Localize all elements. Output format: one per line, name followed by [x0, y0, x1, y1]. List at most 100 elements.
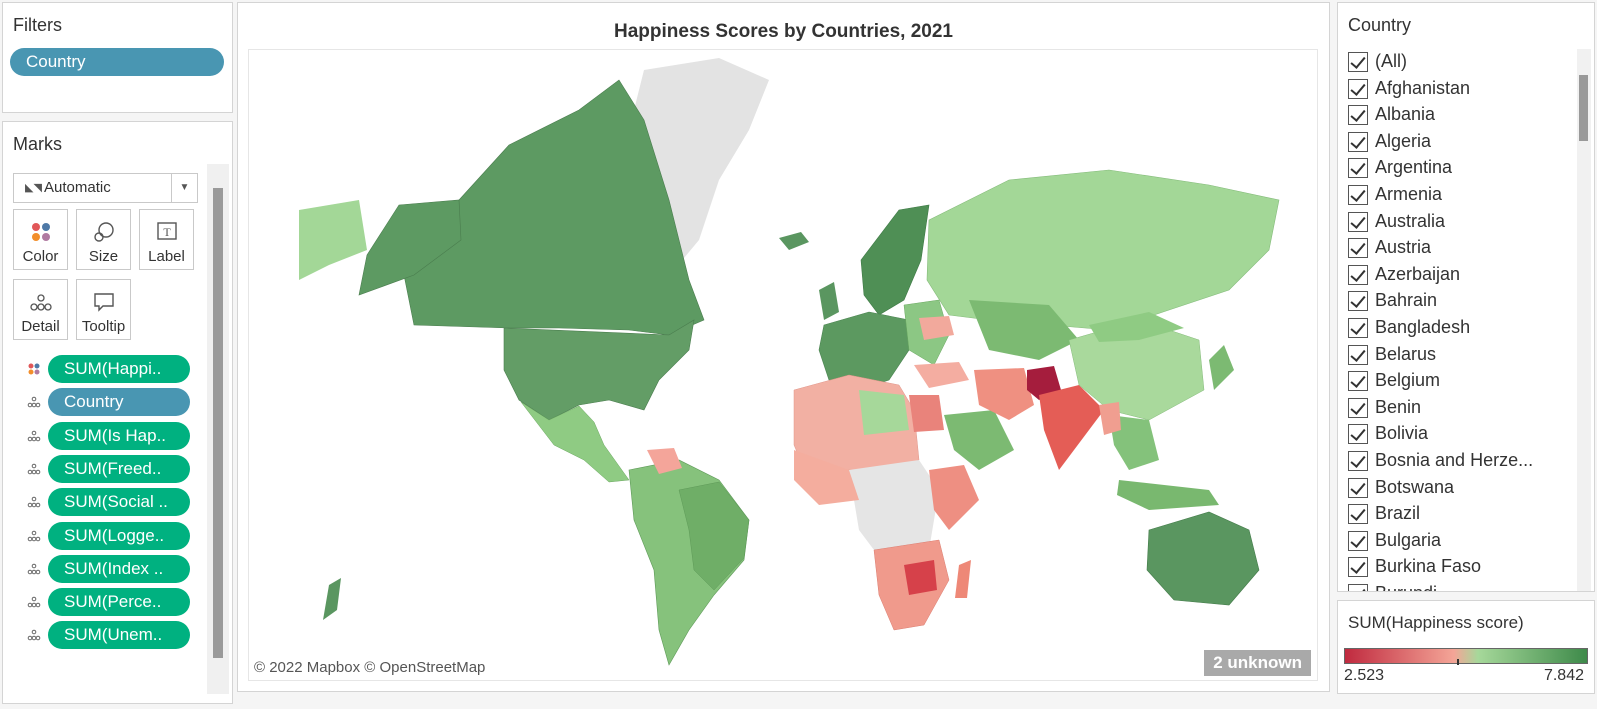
country-checkbox-item[interactable]: Australia	[1344, 209, 1540, 236]
country-checkbox-item[interactable]: Argentina	[1344, 155, 1540, 182]
world-map-svg[interactable]	[249, 50, 1318, 681]
country-checkbox-item[interactable]: Belarus	[1344, 342, 1540, 369]
marks-field-row[interactable]: SUM(Index ..	[13, 554, 193, 584]
country-checkbox-item[interactable]: Algeria	[1344, 129, 1540, 156]
country-checkbox-item[interactable]: (All)	[1344, 49, 1540, 76]
marks-field-pill[interactable]: Country	[48, 388, 190, 417]
marks-field-pill[interactable]: SUM(Perce..	[48, 588, 190, 617]
checkbox-checked-icon[interactable]	[1348, 424, 1368, 445]
checkbox-checked-icon[interactable]	[1348, 78, 1368, 99]
marks-field-pill[interactable]: SUM(Freed..	[48, 454, 190, 483]
iran-region[interactable]	[974, 368, 1034, 420]
japan-region[interactable]	[1209, 345, 1234, 390]
checkbox-checked-icon[interactable]	[1348, 184, 1368, 205]
mongolia-region[interactable]	[1089, 312, 1184, 342]
southeast-asia-region[interactable]	[1109, 415, 1159, 470]
country-checkbox-item[interactable]: Botswana	[1344, 475, 1540, 502]
brazil-region[interactable]	[678, 481, 750, 591]
detail-button[interactable]: Detail	[13, 279, 68, 340]
marks-field-row[interactable]: SUM(Perce..	[13, 587, 193, 617]
india-region[interactable]	[1039, 385, 1104, 470]
country-checkbox-item[interactable]: Benin	[1344, 395, 1540, 422]
tooltip-button[interactable]: Tooltip	[76, 279, 131, 340]
marks-field-row[interactable]: SUM(Social ..	[13, 487, 193, 517]
country-checkbox-item[interactable]: Bulgaria	[1344, 528, 1540, 555]
checkbox-checked-icon[interactable]	[1348, 557, 1368, 578]
checkbox-checked-icon[interactable]	[1348, 583, 1368, 591]
chevron-down-icon[interactable]: ▼	[171, 174, 197, 202]
country-checkbox-item[interactable]: Austria	[1344, 235, 1540, 262]
checkbox-checked-icon[interactable]	[1348, 397, 1368, 418]
mark-type-dropdown[interactable]: ◣◥ Automatic ▼	[13, 173, 198, 203]
country-checkbox-item[interactable]: Bosnia and Herze...	[1344, 448, 1540, 475]
marks-field-pill[interactable]: SUM(Unem..	[48, 621, 190, 650]
checkbox-checked-icon[interactable]	[1348, 530, 1368, 551]
checkbox-checked-icon[interactable]	[1348, 211, 1368, 232]
libya-region[interactable]	[859, 390, 909, 435]
country-checkbox-item[interactable]: Brazil	[1344, 501, 1540, 528]
country-checkbox-item[interactable]: Azerbaijan	[1344, 262, 1540, 289]
marks-field-row[interactable]: Country	[13, 387, 193, 417]
turkey-region[interactable]	[914, 362, 969, 388]
country-list-scrollbar-thumb[interactable]	[1579, 75, 1588, 141]
country-checkbox-item[interactable]: Albania	[1344, 102, 1540, 129]
unknown-indicator[interactable]: 2 unknown	[1204, 650, 1311, 676]
kazakhstan-region[interactable]	[969, 300, 1079, 360]
country-checkbox-item[interactable]: Armenia	[1344, 182, 1540, 209]
country-filter-pill[interactable]: Country	[10, 48, 224, 76]
venezuela-region[interactable]	[647, 448, 682, 474]
marks-field-pill[interactable]: SUM(Happi..	[48, 355, 190, 383]
central-africa-region[interactable]	[849, 460, 939, 570]
checkbox-checked-icon[interactable]	[1348, 504, 1368, 525]
checkbox-checked-icon[interactable]	[1348, 131, 1368, 152]
iceland-region[interactable]	[779, 232, 809, 250]
checkbox-checked-icon[interactable]	[1348, 477, 1368, 498]
color-button[interactable]: Color	[13, 209, 68, 270]
marks-field-row[interactable]: SUM(Logge..	[13, 521, 193, 551]
country-checkbox-item[interactable]: Bangladesh	[1344, 315, 1540, 342]
checkbox-checked-icon[interactable]	[1348, 344, 1368, 365]
usa-region[interactable]	[503, 319, 695, 421]
russia-region[interactable]	[926, 169, 1280, 331]
checkbox-checked-icon[interactable]	[1348, 264, 1368, 285]
egypt-region[interactable]	[909, 395, 944, 432]
marks-field-pill[interactable]: SUM(Social ..	[48, 488, 190, 517]
country-checkbox-item[interactable]: Afghanistan	[1344, 76, 1540, 103]
alaska-region[interactable]	[358, 199, 462, 296]
checkbox-checked-icon[interactable]	[1348, 317, 1368, 338]
checkbox-checked-icon[interactable]	[1348, 105, 1368, 126]
marks-field-row[interactable]: SUM(Unem..	[13, 620, 193, 650]
country-checkbox-item[interactable]: Bahrain	[1344, 288, 1540, 315]
mexico-region[interactable]	[520, 401, 630, 483]
western-europe-region[interactable]	[818, 311, 910, 391]
checkbox-checked-icon[interactable]	[1348, 450, 1368, 471]
legend-color-ramp[interactable]	[1344, 648, 1588, 665]
marks-field-pill[interactable]: SUM(Logge..	[48, 521, 190, 550]
country-checkbox-item[interactable]: Burundi	[1344, 581, 1540, 591]
marks-field-row[interactable]: SUM(Happi..	[13, 354, 193, 384]
marks-field-pill[interactable]: SUM(Index ..	[48, 554, 190, 583]
country-checkbox-item[interactable]: Bolivia	[1344, 421, 1540, 448]
checkbox-checked-icon[interactable]	[1348, 158, 1368, 179]
checkbox-checked-icon[interactable]	[1348, 291, 1368, 312]
indonesia-region[interactable]	[1117, 480, 1219, 510]
label-button[interactable]: T Label	[139, 209, 194, 270]
checkbox-checked-icon[interactable]	[1348, 238, 1368, 259]
zimbabwe-region[interactable]	[904, 560, 937, 595]
madagascar-region[interactable]	[955, 560, 971, 598]
saudi-region[interactable]	[944, 410, 1014, 470]
size-button[interactable]: Size	[76, 209, 131, 270]
myanmar-region[interactable]	[1099, 402, 1121, 435]
afghanistan-region[interactable]	[1027, 366, 1061, 400]
map-attribution[interactable]: © 2022 Mapbox © OpenStreetMap	[254, 659, 486, 676]
uk-region[interactable]	[819, 282, 839, 320]
country-checkbox-item[interactable]: Burkina Faso	[1344, 554, 1540, 581]
far-east-russia-region[interactable]	[299, 200, 367, 280]
scandinavia-region[interactable]	[860, 204, 930, 316]
west-africa-region[interactable]	[794, 450, 859, 505]
east-africa-region[interactable]	[929, 465, 979, 530]
checkbox-checked-icon[interactable]	[1348, 52, 1368, 72]
marks-field-row[interactable]: SUM(Is Hap..	[13, 421, 193, 451]
new-zealand-region[interactable]	[323, 578, 341, 620]
australia-region[interactable]	[1146, 511, 1260, 606]
